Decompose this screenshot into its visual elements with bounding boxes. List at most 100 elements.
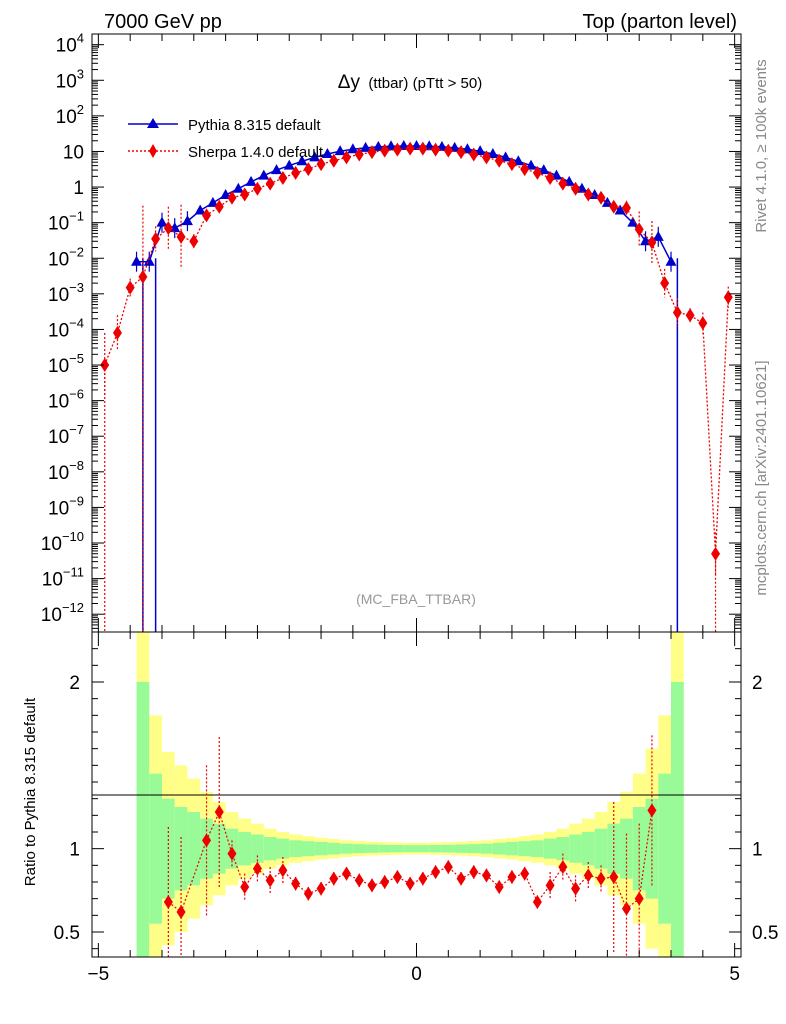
ratio-band-green [378,844,392,853]
pythia-point [614,204,626,215]
y-tick-label-exponent: −2 [69,244,84,259]
ratio-sherpa-point [545,878,555,893]
ratio-axis-ticks: 0.5 0.5 1 1 2 2 −5 0 5 [54,631,778,985]
y-tick-label: 10−10 [41,529,84,555]
ratio-sherpa-point [481,868,491,883]
y-tick-label-base: 10 [42,570,63,591]
y-tick-label-base: 10 [41,605,62,626]
watermark: (MC_FBA_TTBAR) [356,591,476,607]
ratio-band-green [416,845,430,853]
ratio-band-green [569,834,582,863]
ratio-band-green [620,818,633,879]
y-tick-label-base: 10 [41,534,62,555]
sherpa-point [252,181,262,196]
ratio-band-green [136,682,150,957]
ratio-sherpa-point [405,876,415,891]
sherpa-point [316,157,326,172]
sherpa-point [392,142,402,157]
sherpa-point [609,199,619,214]
sherpa-point [583,187,593,202]
ratio-sherpa-point [494,880,504,894]
y-tick-label-exponent: −11 [63,565,84,580]
y-tick-label-base: 10 [56,71,77,92]
legend-pythia-label: Pythia 8.315 default [188,117,321,134]
y-tick-label-exponent: −12 [62,600,84,615]
ratio-sherpa-point [469,865,479,879]
sherpa-point [507,157,517,172]
sherpa-point [329,153,339,168]
ratio-band-green [149,773,162,924]
ratio-band-green [251,834,264,863]
ratio-band-green [212,823,226,874]
y-tick-label: 10−11 [42,565,84,591]
x-tick-label: 5 [729,964,740,985]
ratio-band-green [340,843,353,854]
ratio-band-green [403,845,417,853]
pythia-point [347,143,359,154]
sherpa-point [621,200,631,215]
ratio-band-green [200,818,213,879]
sherpa-point [342,150,352,165]
y-tick-label: 103 [56,66,84,92]
ratio-sherpa-point [634,891,644,906]
ratio-sherpa-point [367,878,377,893]
ratio-sherpa-point [456,871,466,886]
ratio-sherpa-point [583,868,593,883]
sherpa-point [532,165,542,180]
y-tick-label-exponent: −8 [69,458,84,473]
y-tick-label: 10−7 [48,422,84,448]
ratio-band-green [543,838,557,859]
sherpa-point [405,141,415,156]
ratio-tick-label-right: 1 [752,840,763,861]
ratio-band-green [276,838,290,859]
y-tick-label: 10−12 [41,600,84,626]
ratio-tick-label-left: 1 [69,840,80,861]
ratio-band-green [556,837,570,861]
sherpa-point [685,308,695,323]
main-panel: 10410310210110−110−210−310−410−510−610−7… [41,31,742,633]
sherpa-point [138,269,148,284]
y-tick-label-base: 10 [48,463,69,484]
y-tick-label-exponent: −6 [69,387,84,402]
ratio-sherpa-point [596,871,606,886]
y-tick-label-base: 10 [48,320,69,341]
sherpa-point [494,153,504,168]
main-plot-content [100,140,733,632]
sherpa-point [125,280,135,295]
y-tick-label-exponent: −10 [62,529,84,544]
sherpa-point [214,199,224,214]
y-tick-label: 1 [73,178,84,199]
ratio-sherpa-point [418,871,428,886]
pythia-point [271,164,283,175]
ratio-tick-label-left: 0.5 [54,923,80,944]
pythia-point [283,159,295,170]
pythia-point [474,145,486,156]
ratio-band-green [365,844,379,853]
sherpa-point [151,231,161,246]
y-tick-label-exponent: −7 [69,422,84,437]
ratio-sherpa-point [316,881,326,896]
ratio-sherpa-point [558,860,568,874]
ratio-sherpa-point [291,876,301,891]
sherpa-point [647,235,657,250]
y-tick-label-base: 10 [48,498,69,519]
ratio-band-green [480,843,493,854]
pythia-point [665,255,677,266]
ratio-sherpa-points [163,735,657,957]
ratio-band-green [441,844,455,853]
sherpa-point [469,147,479,162]
ratio-band-green [187,812,201,886]
ratio-band-green [467,844,481,854]
ratio-band-green [391,845,404,853]
ratio-band-green [581,832,595,866]
ratio-sherpa-point [609,870,619,884]
pythia-point [487,147,499,158]
ratio-sherpa-point [571,881,581,896]
y-tick-label-base: 10 [48,285,69,306]
sherpa-point [303,162,313,177]
y-tick-label-base: 10 [48,249,69,270]
x-tick-label: 0 [411,964,422,985]
y-tick-label: 10−3 [48,280,84,306]
ratio-band-green [658,773,672,924]
